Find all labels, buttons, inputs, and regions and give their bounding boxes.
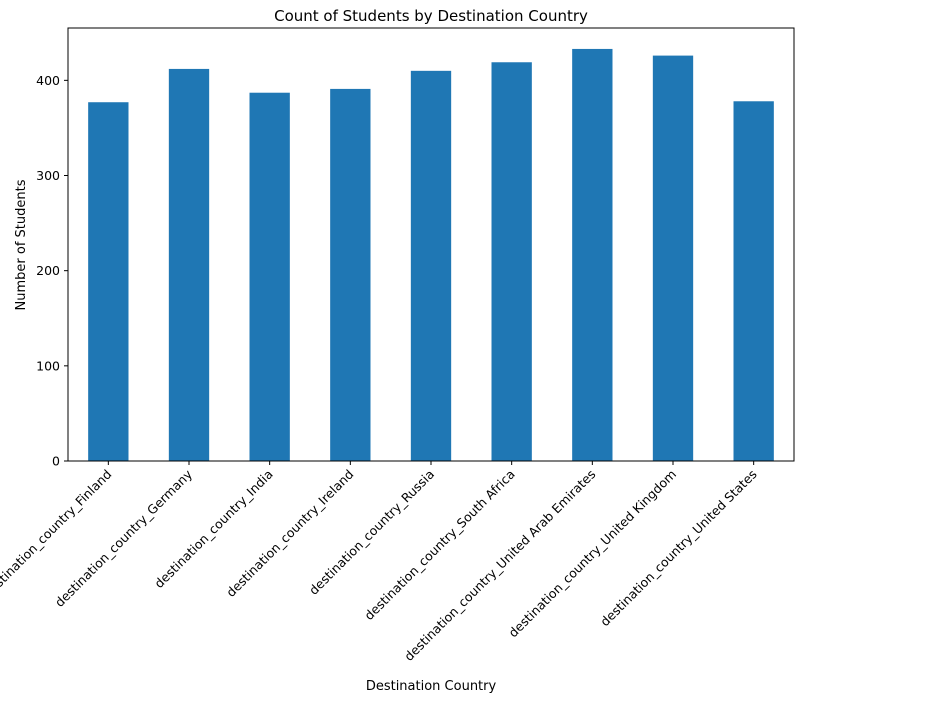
- y-tick-label-1: 100: [36, 358, 60, 373]
- bar-6: [572, 48, 613, 461]
- bar-8: [733, 101, 774, 462]
- x-tick-label-7: destination_country_United Kingdom: [505, 467, 679, 641]
- plot-frame: [67, 27, 795, 462]
- x-tick-label-3: destination_country_Ireland: [223, 467, 356, 600]
- bar-1: [168, 68, 210, 462]
- y-axis: 0 100 200 300 400: [36, 73, 68, 469]
- x-tick-label-1: destination_country_Germany: [52, 466, 196, 610]
- y-tick-label-4: 400: [36, 73, 60, 88]
- x-tick-label-5: destination_country_South Africa: [361, 467, 517, 623]
- x-tick-label-8: destination_country_United States: [597, 467, 760, 630]
- y-tick-label-3: 300: [36, 168, 60, 183]
- y-axis-label: Number of Students: [14, 179, 29, 310]
- bar-5: [491, 62, 532, 462]
- x-axis-label: Destination Country: [366, 679, 497, 694]
- bar-7: [652, 55, 694, 461]
- bar-4: [410, 70, 452, 462]
- bar-3: [330, 88, 371, 462]
- y-tick-label-0: 0: [52, 454, 60, 469]
- x-axis: destination_country_Finlanddestination_c…: [0, 461, 760, 664]
- bar-2: [249, 92, 290, 461]
- y-tick-label-2: 200: [36, 263, 60, 278]
- x-tick-label-0: destination_country_Finland: [0, 467, 114, 601]
- chart-title: Count of Students by Destination Country: [274, 7, 588, 25]
- bars-group: [88, 48, 774, 462]
- bar-0: [88, 102, 129, 461]
